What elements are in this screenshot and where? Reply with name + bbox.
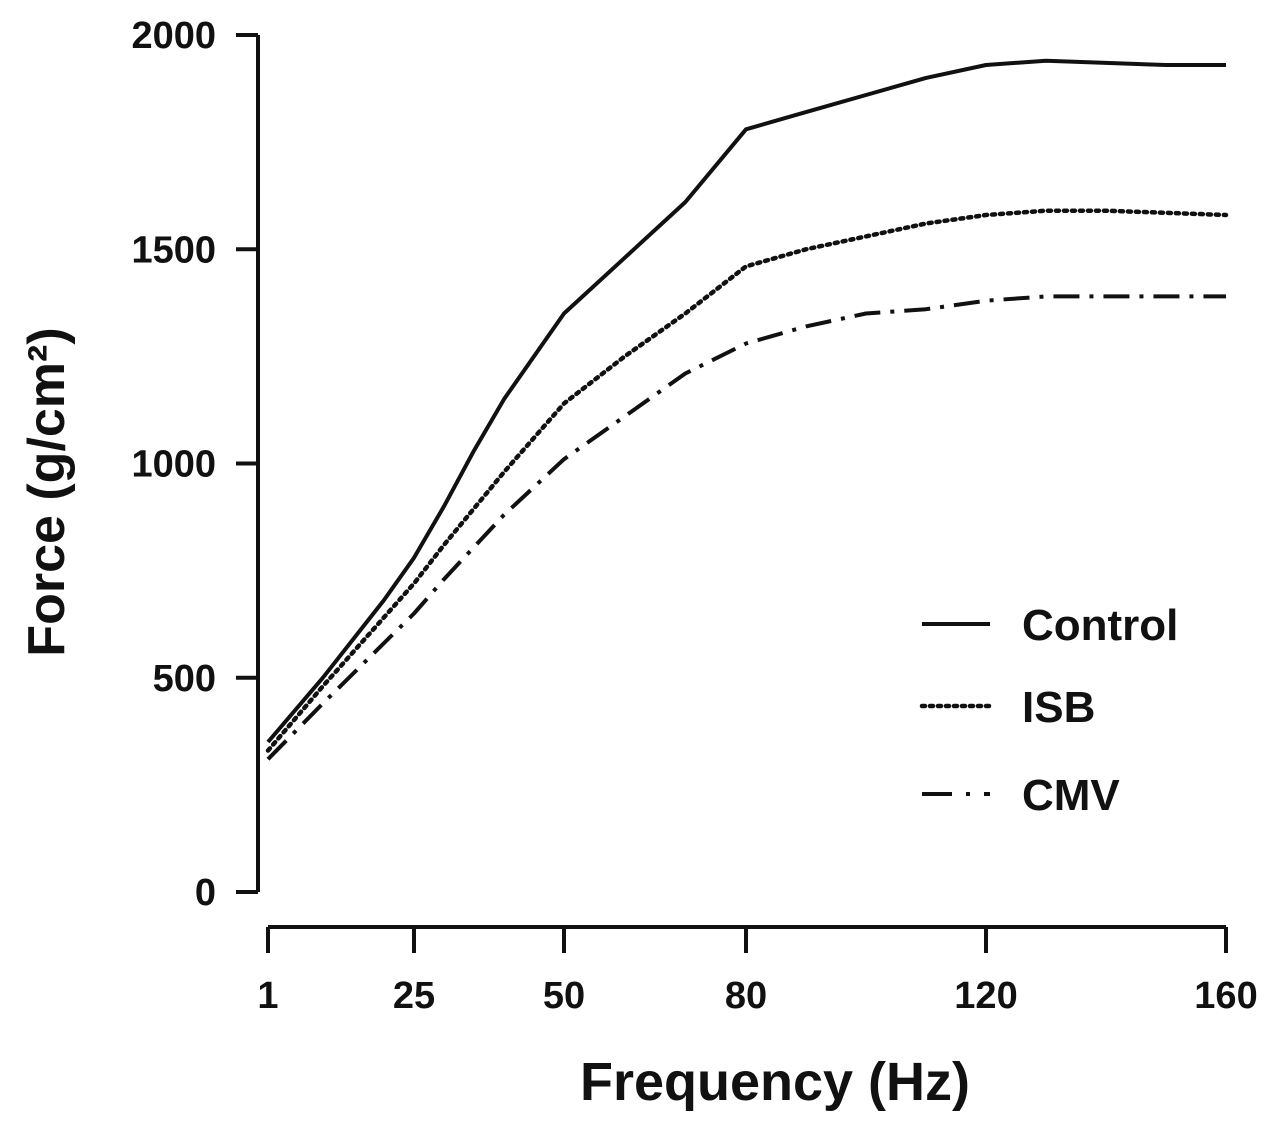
y-tick-label: 1500 bbox=[131, 229, 216, 271]
series-line-isb bbox=[265, 208, 1229, 753]
legend-label-isb: ISB bbox=[1022, 683, 1095, 732]
x-tick-label: 25 bbox=[393, 975, 435, 1017]
y-axis-title: Force (g/cm²) bbox=[18, 327, 76, 656]
x-axis: 1 25 50 80 120 160 bbox=[257, 925, 1258, 1017]
series-line-control bbox=[266, 58, 1226, 744]
x-tick-label: 1 bbox=[257, 975, 278, 1017]
x-tick-label: 160 bbox=[1194, 975, 1257, 1017]
x-tick-label: 50 bbox=[543, 975, 585, 1017]
y-tick-label: 0 bbox=[195, 872, 216, 914]
y-tick-label: 500 bbox=[153, 658, 216, 700]
x-tick-label: 80 bbox=[725, 975, 767, 1017]
y-tick-label: 1000 bbox=[131, 444, 216, 486]
legend: Control ISB CMV bbox=[919, 601, 1178, 820]
x-tick-label: 120 bbox=[954, 975, 1017, 1017]
legend-label-cmv: CMV bbox=[1022, 771, 1120, 820]
x-axis-title: Frequency (Hz) bbox=[580, 1052, 970, 1112]
y-axis: 0 500 1000 1500 2000 bbox=[131, 15, 260, 914]
y-ticks: 0 500 1000 1500 2000 bbox=[131, 15, 258, 914]
x-ticks: 1 25 50 80 120 160 bbox=[257, 927, 1258, 1017]
legend-label-control: Control bbox=[1022, 601, 1178, 650]
y-tick-label: 2000 bbox=[131, 15, 216, 57]
series-line-cmv bbox=[266, 294, 1226, 761]
series-layer bbox=[265, 58, 1229, 761]
